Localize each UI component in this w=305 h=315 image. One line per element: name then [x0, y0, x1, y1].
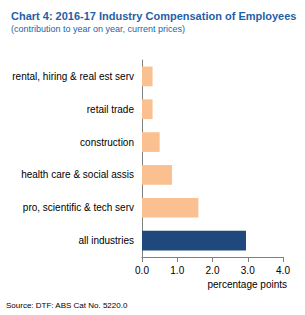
svg-text:construction: construction — [80, 137, 134, 148]
svg-text:rental, hiring & real est serv: rental, hiring & real est serv — [12, 71, 134, 82]
svg-text:retail trade: retail trade — [87, 104, 135, 115]
svg-text:Chart 4: 2016-17 Industry Comp: Chart 4: 2016-17 Industry Compensation o… — [11, 10, 296, 22]
svg-text:2.0: 2.0 — [206, 265, 220, 276]
svg-text:0.0: 0.0 — [135, 265, 149, 276]
svg-text:(contribution to year on year,: (contribution to year on year, current p… — [11, 24, 185, 34]
svg-text:1.0: 1.0 — [170, 265, 184, 276]
svg-text:Source: DTF: ABS Cat No. 5220.: Source: DTF: ABS Cat No. 5220.0 — [6, 301, 128, 310]
svg-text:all industries: all industries — [78, 235, 134, 246]
svg-text:4.0: 4.0 — [276, 265, 290, 276]
svg-text:health care & social assis: health care & social assis — [21, 169, 134, 180]
svg-text:pro, scientific & tech serv: pro, scientific & tech serv — [23, 202, 134, 213]
svg-text:3.0: 3.0 — [241, 265, 255, 276]
svg-text:percentage points: percentage points — [207, 279, 287, 290]
